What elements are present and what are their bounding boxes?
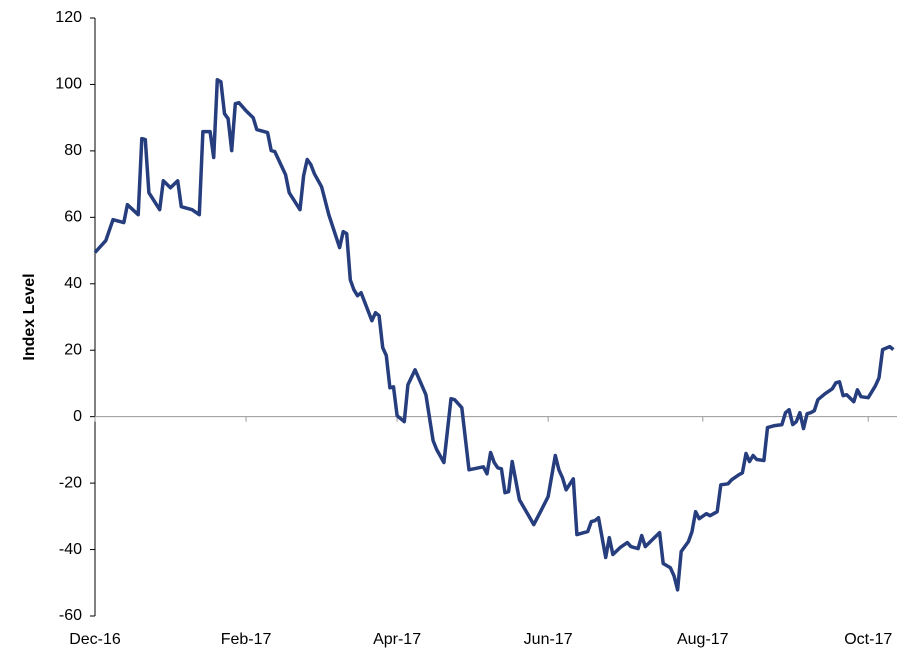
y-tick-label: 80 <box>64 142 82 159</box>
y-axis-title: Index Level <box>21 273 38 360</box>
x-tick-label: Dec-16 <box>69 631 121 648</box>
y-tick-label: -60 <box>59 607 82 624</box>
y-tick-label: -20 <box>59 474 82 491</box>
y-tick-label: 60 <box>64 209 82 226</box>
x-tick-label: Oct-17 <box>844 631 892 648</box>
y-tick-label: 20 <box>64 341 82 358</box>
y-tick-label: -40 <box>59 541 82 558</box>
data-line <box>93 78 895 592</box>
x-tick-label: Jun-17 <box>524 631 573 648</box>
x-tick-label: Apr-17 <box>373 631 421 648</box>
y-tick-label: 120 <box>55 9 82 26</box>
x-tick-label: Aug-17 <box>677 631 729 648</box>
y-tick-label: 40 <box>64 275 82 292</box>
y-tick-label: 0 <box>73 408 82 425</box>
y-tick-label: 100 <box>55 76 82 93</box>
x-tick-label: Feb-17 <box>221 631 272 648</box>
